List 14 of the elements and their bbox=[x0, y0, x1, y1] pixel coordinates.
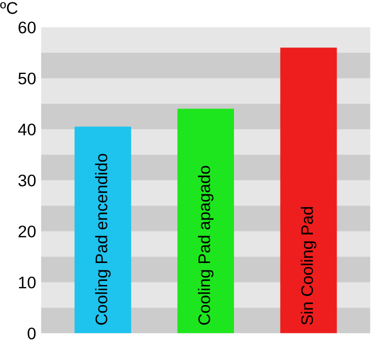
x-tick-label: Sin Cooling Pad bbox=[300, 207, 316, 325]
y-axis-title: ºC bbox=[0, 2, 18, 14]
bar bbox=[280, 48, 337, 334]
y-tick-label: 60 bbox=[18, 22, 36, 34]
y-tick-label: 10 bbox=[19, 276, 36, 288]
y-tick-label: 30 bbox=[18, 174, 36, 186]
y-tick-label: 40 bbox=[18, 124, 36, 136]
x-tick-label: Cooling Pad encendido bbox=[95, 154, 111, 325]
bar bbox=[74, 126, 132, 334]
y-tick-label: 50 bbox=[18, 72, 36, 84]
y-tick-label: 0 bbox=[28, 328, 36, 340]
bar bbox=[177, 108, 234, 334]
x-tick-label: Cooling Pad apagado bbox=[198, 166, 214, 325]
y-tick-label: 20 bbox=[18, 226, 36, 238]
